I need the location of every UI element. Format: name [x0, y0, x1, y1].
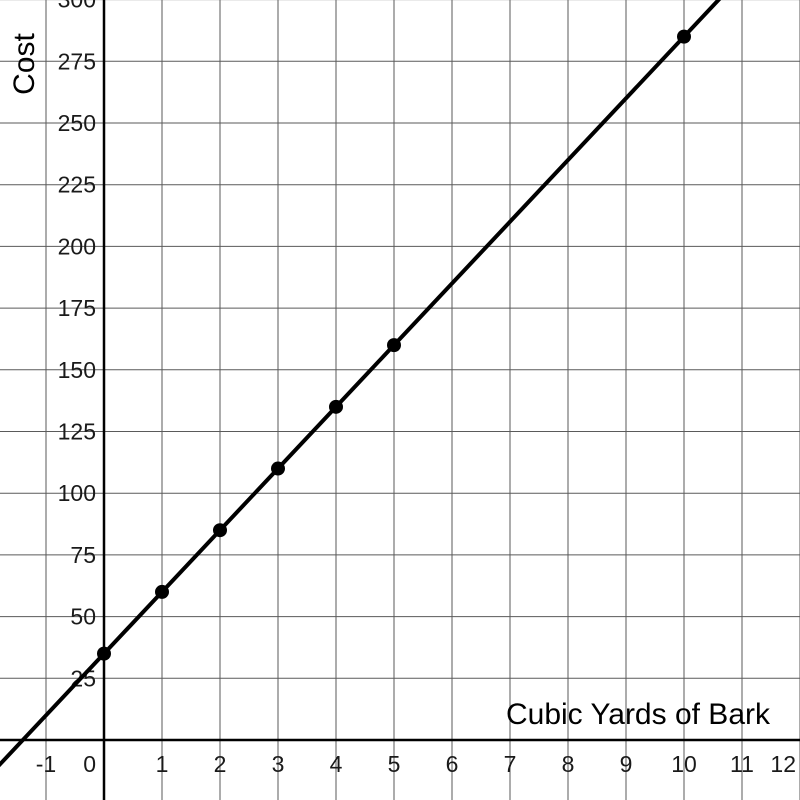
- x-axis-title: Cubic Yards of Bark: [506, 698, 771, 731]
- x-tick-label: 0: [83, 751, 96, 777]
- y-tick-label: 200: [58, 233, 96, 259]
- x-tick-label: -1: [36, 751, 56, 777]
- y-tick-label: 175: [58, 295, 96, 321]
- data-point: [329, 399, 343, 414]
- y-tick-label: 75: [70, 542, 96, 568]
- y-tick-label: 100: [58, 480, 96, 506]
- data-point: [677, 29, 691, 44]
- x-tick-label: 5: [388, 751, 401, 777]
- data-point: [387, 338, 401, 353]
- data-point: [155, 584, 169, 599]
- y-axis-title: Cost: [8, 32, 41, 94]
- y-tick-label: 250: [58, 110, 96, 136]
- data-series: [0, 0, 722, 768]
- data-point: [97, 646, 111, 661]
- tick-labels: -1 0 1 2 3 4 5 6 7 8 9 10 11 122550751001251501752002…: [36, 0, 796, 777]
- x-tick-label: 8: [562, 751, 575, 777]
- x-tick-label: 1: [156, 751, 169, 777]
- x-tick-label: 7: [504, 751, 517, 777]
- y-tick-label: 275: [58, 48, 96, 74]
- x-tick-label: 2: [214, 751, 227, 777]
- x-tick-label: 9: [620, 751, 633, 777]
- data-point: [213, 523, 227, 538]
- y-tick-label: 125: [58, 419, 96, 445]
- trend-line: [0, 0, 722, 768]
- x-tick-label: 4: [330, 751, 343, 777]
- x-tick-label: 6: [446, 751, 459, 777]
- x-tick-label: 3: [272, 751, 285, 777]
- y-tick-label: 225: [58, 172, 96, 198]
- x-tick-label: 11: [730, 751, 754, 777]
- x-tick-label: 10: [671, 751, 697, 777]
- y-tick-label: 50: [70, 604, 96, 630]
- y-tick-label: 300: [58, 0, 96, 13]
- x-tick-label: 12: [770, 751, 796, 777]
- y-tick-label: 150: [58, 357, 96, 383]
- data-point: [271, 461, 285, 476]
